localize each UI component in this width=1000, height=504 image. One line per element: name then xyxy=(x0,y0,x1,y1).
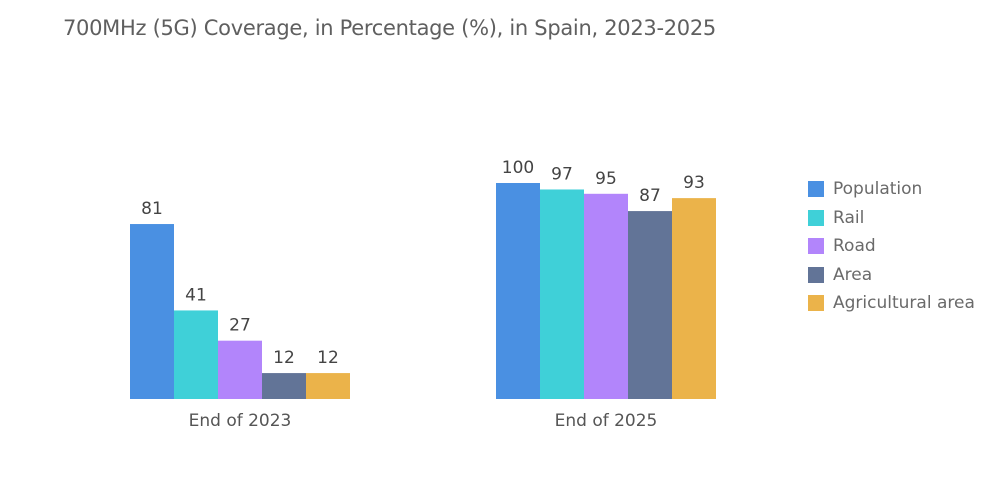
legend-swatch xyxy=(808,209,824,226)
data-label: 97 xyxy=(551,164,573,184)
bar-rail-1 xyxy=(540,189,584,399)
legend-swatch xyxy=(808,181,824,198)
x-tick-label: End of 2025 xyxy=(555,411,658,431)
bar-road-1 xyxy=(584,193,628,399)
legend-swatch xyxy=(808,238,824,255)
data-label: 81 xyxy=(141,199,163,219)
legend-item: Area xyxy=(808,261,975,290)
data-label: 12 xyxy=(317,348,339,368)
bar-road-0 xyxy=(218,340,262,399)
legend-item: Population xyxy=(808,175,975,204)
bar-agricultural-area-0 xyxy=(306,373,350,399)
bar-agricultural-area-1 xyxy=(672,198,716,399)
legend-label: Agricultural area xyxy=(833,293,975,314)
data-label: 27 xyxy=(229,316,251,336)
x-tick-label: End of 2023 xyxy=(189,411,292,431)
legend-item: Road xyxy=(808,232,975,261)
data-label: 100 xyxy=(502,158,534,178)
chart-title: 700MHz (5G) Coverage, in Percentage (%),… xyxy=(63,16,716,40)
bar-area-0 xyxy=(262,373,306,399)
bar-area-1 xyxy=(628,211,672,399)
data-label: 95 xyxy=(595,169,617,189)
bar-population-0 xyxy=(130,224,174,399)
data-label: 41 xyxy=(185,285,207,305)
data-label: 87 xyxy=(639,186,661,206)
legend-label: Area xyxy=(833,264,873,285)
legend-swatch xyxy=(808,295,824,312)
bar-rail-0 xyxy=(174,310,218,399)
legend-swatch xyxy=(808,266,824,283)
legend-label: Rail xyxy=(833,207,865,228)
legend-label: Road xyxy=(833,236,876,257)
legend-item: Rail xyxy=(808,204,975,233)
data-label: 93 xyxy=(683,173,705,193)
legend: Population Rail Road Area Agricultural area xyxy=(808,175,975,318)
legend-label: Population xyxy=(833,179,923,200)
data-label: 12 xyxy=(273,348,295,368)
bar-population-1 xyxy=(496,183,540,399)
legend-item: Agricultural area xyxy=(808,289,975,318)
